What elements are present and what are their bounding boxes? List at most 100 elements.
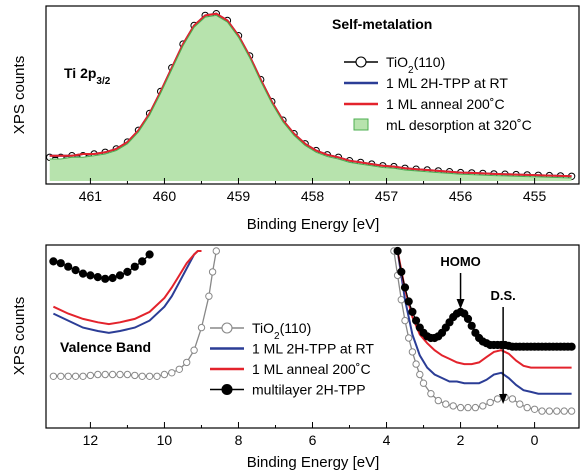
x-tick-label-12: 12 <box>83 432 99 448</box>
point-tio-110-0-13 <box>145 372 154 380</box>
point-tio-110-1-15 <box>471 403 480 412</box>
point-multilayer-2h-tpp-0-12 <box>138 257 147 266</box>
point-tio-110-0-3 <box>71 372 80 380</box>
legend-item-1-ml-anneal-200-c-2: 1 ML anneal 200˚C <box>210 361 371 377</box>
point-multilayer-2h-tpp-0-0 <box>49 257 58 266</box>
area-ml-desorption-at-320-c <box>49 15 572 182</box>
point-tio-110-1-24 <box>538 407 546 415</box>
x-tick-label-8: 8 <box>235 432 243 448</box>
top-x-axis-label: Binding Energy [eV] <box>247 216 380 233</box>
point-tio-110-1-4 <box>405 334 413 342</box>
point-multilayer-2h-tpp-1-3 <box>404 297 413 306</box>
point-tio-110-0-12 <box>138 372 146 380</box>
point-tio-110-0-11 <box>131 371 139 380</box>
point-multilayer-2h-tpp-0-4 <box>78 269 88 278</box>
area-edge-ml-desorption-at-320-c <box>49 14 572 179</box>
x-tick-label-6: 6 <box>309 432 317 448</box>
x-tick-label-0: 0 <box>531 432 539 448</box>
legend-label: TiO2(110) <box>252 320 311 342</box>
point-tio-110-0-7 <box>101 370 109 379</box>
point-multilayer-2h-tpp-0-3 <box>71 266 80 275</box>
bot-plot-series <box>49 246 576 415</box>
point-multilayer-2h-tpp-0-13 <box>145 250 154 259</box>
point-tio-110-1-13 <box>456 403 465 412</box>
line-1-ml-anneal-200-c-seg0 <box>52 250 202 326</box>
bottom-panel-label: Valence Band <box>60 339 151 355</box>
line-1-ml-2h-tpp-at-rt-seg1 <box>396 250 572 395</box>
point-tio-110-0-1 <box>57 372 65 380</box>
top-panel-label: Ti 2p3/2 <box>64 65 111 87</box>
x-tick-label-460: 460 <box>153 188 177 204</box>
legend-marker <box>221 383 233 396</box>
point-tio-110-0-2 <box>64 372 72 380</box>
point-tio-110-0-23 <box>212 247 221 255</box>
top-annotation-self-metalation: Self-metalation <box>332 16 432 32</box>
point-tio-110-0-18 <box>183 358 191 367</box>
legend-label: 1 ML 2H-TPP at RT <box>386 75 508 91</box>
point-tio-110-0-9 <box>116 370 124 379</box>
point-multilayer-2h-tpp-0-7 <box>101 274 110 283</box>
top-x-ticks: 461 460 459 458 457 456 455 <box>79 178 547 204</box>
point-tio-110-0-6 <box>94 370 102 379</box>
point-multilayer-2h-tpp-0-1 <box>56 259 65 268</box>
point-tio-110-1-12 <box>449 402 457 410</box>
x-tick-label-457: 457 <box>375 188 399 204</box>
annotation-ds: D.S. <box>490 288 515 303</box>
point-multilayer-2h-tpp-1-4 <box>408 307 417 316</box>
point-tio-110-0-21 <box>205 292 213 300</box>
point-tio-110-0-20 <box>197 323 206 332</box>
point-tio-110-0-19 <box>190 346 198 354</box>
top-plot-series <box>46 10 576 182</box>
point-multilayer-2h-tpp-1-5 <box>412 316 421 325</box>
point-multilayer-2h-tpp-1-19 <box>463 314 473 323</box>
point-tio-110-1-9 <box>427 390 435 398</box>
arrow-ds-head <box>499 394 508 404</box>
point-multilayer-2h-tpp-0-5 <box>86 271 95 280</box>
line-1-ml-2h-tpp-at-rt-seg0 <box>52 250 199 334</box>
point-tio-110-1-28 <box>567 407 576 415</box>
legend-marker <box>221 322 233 334</box>
point-tio-110-1-23 <box>530 405 539 413</box>
top-y-axis-label: XPS counts <box>11 56 28 134</box>
point-tio-110-1-20 <box>508 395 517 403</box>
x-tick-label-2: 2 <box>457 432 465 448</box>
legend-label: 1 ML anneal 200˚C <box>252 361 371 377</box>
point-multilayer-2h-tpp-1-0 <box>393 246 402 256</box>
point-multilayer-2h-tpp-1-20 <box>467 321 476 330</box>
legend-item-tio-110-0: TiO2(110) <box>344 54 445 76</box>
point-tio-110-1-2 <box>397 296 405 304</box>
legend-item-1-ml-anneal-200-c-2: 1 ML anneal 200˚C <box>344 96 505 112</box>
x-tick-label-10: 10 <box>157 432 173 448</box>
point-multilayer-2h-tpp-0-10 <box>123 267 132 276</box>
legend-item-1-ml-2h-tpp-at-rt-1: 1 ML 2H-TPP at RT <box>344 75 508 91</box>
point-tio-110-1-18 <box>493 395 502 403</box>
point-tio-110-1-26 <box>553 407 561 415</box>
legend-label: TiO2(110) <box>386 54 445 76</box>
point-multilayer-2h-tpp-0-8 <box>108 273 117 283</box>
series-ml-desorption-at-320-c-3 <box>49 14 572 182</box>
point-tio-110-1-25 <box>545 407 554 415</box>
point-tio-110-1-21 <box>516 400 524 408</box>
legend-label: 1 ML anneal 200˚C <box>386 96 505 112</box>
point-multilayer-2h-tpp-1-47 <box>567 342 576 351</box>
top-panel: 461 460 459 458 457 456 455 Ti 2p3/2 Self-meta… <box>11 5 580 233</box>
top-plot-area <box>46 10 576 182</box>
series-1-ml-anneal-200-c-2 <box>52 250 572 369</box>
point-tio-110-0-5 <box>86 371 95 380</box>
line-1-ml-anneal-200-c-seg1 <box>396 250 572 369</box>
point-tio-110-1-11 <box>442 400 450 408</box>
legend-label: mL desorption at 320˚C <box>386 117 532 133</box>
point-tio-110-1-16 <box>479 402 487 410</box>
point-tio-110-1-6 <box>412 360 420 368</box>
x-tick-label-455: 455 <box>523 188 547 204</box>
legend-item-tio-110-0: TiO2(110) <box>210 320 311 342</box>
line-1-ml-anneal-200-c-seg0 <box>49 12 572 178</box>
x-tick-label-461: 461 <box>79 188 103 204</box>
point-tio-110-0-22 <box>208 268 217 276</box>
bottom-x-ticks: 12 10 8 6 4 2 0 <box>83 422 539 448</box>
point-tio-110-0-14 <box>153 372 161 380</box>
point-tio-110-1-7 <box>416 370 424 379</box>
point-tio-110-0-15 <box>160 370 169 379</box>
x-tick-label-456: 456 <box>449 188 473 204</box>
